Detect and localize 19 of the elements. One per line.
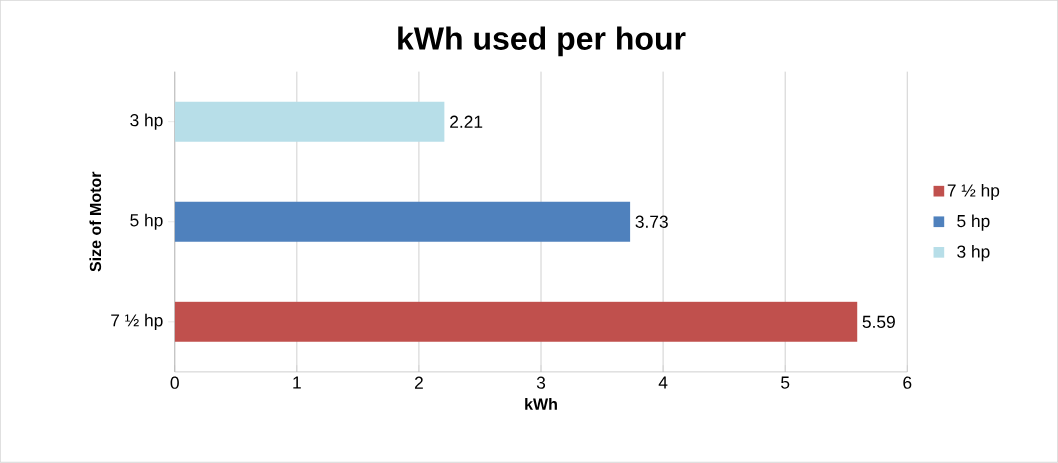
legend-label: 3 hp bbox=[957, 245, 990, 262]
x-axis-title: kWh bbox=[525, 398, 557, 410]
legend-label: 7 ½ hp bbox=[947, 184, 1000, 201]
y-tick-label: 7 ½ hp bbox=[111, 313, 163, 331]
y-tick-label: 5 hp bbox=[130, 213, 163, 231]
y-tick-label: 3 hp bbox=[130, 113, 163, 130]
x-tick-label: 4 bbox=[658, 376, 668, 389]
data-label: 3.73 bbox=[635, 215, 668, 229]
y-axis-title: Size of Motor bbox=[89, 171, 102, 272]
x-tick-label: 5 bbox=[781, 376, 790, 389]
x-tick-label: 2 bbox=[414, 376, 423, 389]
x-tick-label: 6 bbox=[903, 376, 912, 390]
x-tick-label: 1 bbox=[293, 376, 301, 389]
data-label: 5.59 bbox=[862, 315, 895, 329]
chart-title: kWh used per hour bbox=[398, 26, 686, 57]
x-tick-label: 0 bbox=[170, 376, 179, 390]
x-tick-label: 3 bbox=[536, 376, 546, 390]
legend-label: 5 hp bbox=[957, 214, 990, 231]
data-label: 2.21 bbox=[450, 115, 483, 128]
